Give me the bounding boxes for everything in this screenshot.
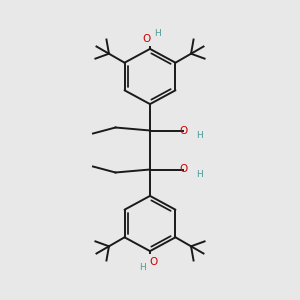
Text: O: O <box>179 125 187 136</box>
Text: H: H <box>196 170 203 179</box>
Text: O: O <box>142 34 150 44</box>
Text: O: O <box>179 164 187 175</box>
Text: O: O <box>149 256 158 267</box>
Text: H: H <box>154 29 161 38</box>
Text: H: H <box>196 131 203 140</box>
Text: H: H <box>139 262 146 272</box>
